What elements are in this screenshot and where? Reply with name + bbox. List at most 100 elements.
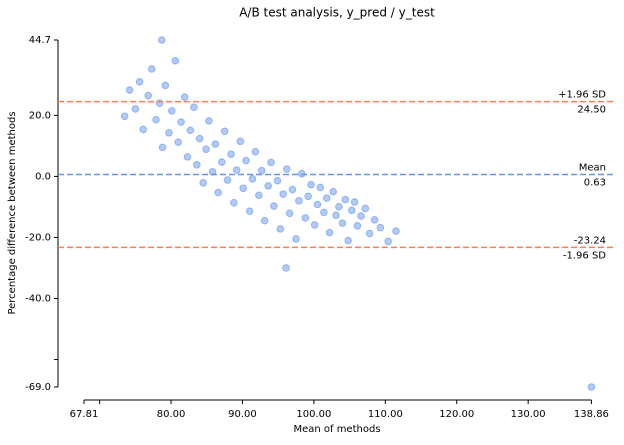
y-tick-label: 44.7 xyxy=(29,35,51,46)
point xyxy=(282,264,290,272)
x-tick-label: 80.00 xyxy=(157,409,186,420)
x-tick-label: 110.00 xyxy=(368,409,403,420)
point xyxy=(147,65,156,73)
point xyxy=(310,221,319,229)
reference-label: -23.24 xyxy=(574,235,606,246)
point xyxy=(192,161,201,169)
point xyxy=(157,36,166,44)
point xyxy=(344,236,352,245)
point xyxy=(135,78,144,86)
point xyxy=(155,99,164,107)
point xyxy=(242,156,250,165)
point xyxy=(357,212,365,220)
point xyxy=(335,202,343,211)
point xyxy=(167,107,176,115)
point xyxy=(195,134,204,143)
point xyxy=(248,175,257,183)
point xyxy=(350,198,359,206)
point xyxy=(186,126,195,135)
point xyxy=(232,166,241,174)
point xyxy=(144,91,153,100)
point xyxy=(332,211,340,219)
point xyxy=(180,93,189,101)
point xyxy=(183,153,192,161)
reference-label: 0.63 xyxy=(584,177,606,188)
point xyxy=(322,194,331,202)
reference-label: -1.96 SD xyxy=(563,250,606,261)
point xyxy=(338,219,347,227)
point xyxy=(165,128,173,137)
point xyxy=(341,195,350,204)
x-tick-label: 120.00 xyxy=(439,409,474,420)
point xyxy=(273,176,282,185)
point xyxy=(190,103,198,111)
point xyxy=(217,158,226,166)
point xyxy=(214,188,222,197)
point xyxy=(313,200,322,209)
point xyxy=(260,216,269,225)
point xyxy=(227,150,235,158)
point xyxy=(171,56,180,65)
point xyxy=(139,125,148,134)
point xyxy=(276,225,285,233)
point xyxy=(329,187,337,196)
point xyxy=(304,192,312,201)
reference-label: +1.96 SD xyxy=(558,90,606,101)
point xyxy=(264,182,272,190)
x-axis-label: Mean of methods xyxy=(293,424,380,435)
x-tick-label: 138.86 xyxy=(574,409,609,420)
point xyxy=(292,235,300,243)
point xyxy=(347,206,356,215)
point xyxy=(267,158,275,167)
x-tick-label: 130.00 xyxy=(511,409,546,420)
point xyxy=(285,209,294,218)
y-axis-label: Percentage difference between methods xyxy=(7,111,18,314)
point xyxy=(301,214,310,222)
point xyxy=(255,191,263,200)
reference-label: Mean xyxy=(579,162,606,173)
point xyxy=(587,383,596,391)
y-tick-label: 20.0 xyxy=(29,110,51,121)
point xyxy=(236,137,245,146)
point xyxy=(392,227,400,235)
point xyxy=(279,190,287,198)
point xyxy=(131,105,140,113)
point xyxy=(205,117,213,125)
x-tick-label: 90.00 xyxy=(228,409,257,420)
point xyxy=(282,165,291,173)
reference-label: 24.50 xyxy=(577,105,606,116)
y-tick-label: -40.0 xyxy=(25,293,51,304)
point xyxy=(125,86,134,94)
point xyxy=(353,222,362,230)
point xyxy=(239,184,247,193)
point xyxy=(384,237,392,246)
point xyxy=(120,112,129,121)
point xyxy=(161,81,170,90)
point xyxy=(174,138,182,147)
point xyxy=(220,127,229,136)
y-tick-label: -20.0 xyxy=(25,232,51,243)
point xyxy=(230,198,238,207)
point xyxy=(361,204,370,213)
point xyxy=(288,185,297,194)
point xyxy=(316,183,325,192)
point xyxy=(365,229,374,238)
point xyxy=(152,115,160,124)
point xyxy=(325,228,334,237)
point xyxy=(257,166,266,175)
point xyxy=(307,180,315,189)
y-tick-label: -69.0 xyxy=(25,382,51,393)
x-tick-label: 100.00 xyxy=(296,409,331,420)
point xyxy=(245,207,254,216)
x-tick-label: 67.81 xyxy=(70,409,99,420)
point xyxy=(295,197,303,205)
point xyxy=(251,147,260,156)
point xyxy=(223,176,232,184)
y-tick-label: 0.0 xyxy=(35,171,51,182)
point xyxy=(199,179,207,187)
point xyxy=(177,118,185,126)
point xyxy=(211,140,220,148)
point xyxy=(158,143,167,152)
point xyxy=(320,208,328,217)
